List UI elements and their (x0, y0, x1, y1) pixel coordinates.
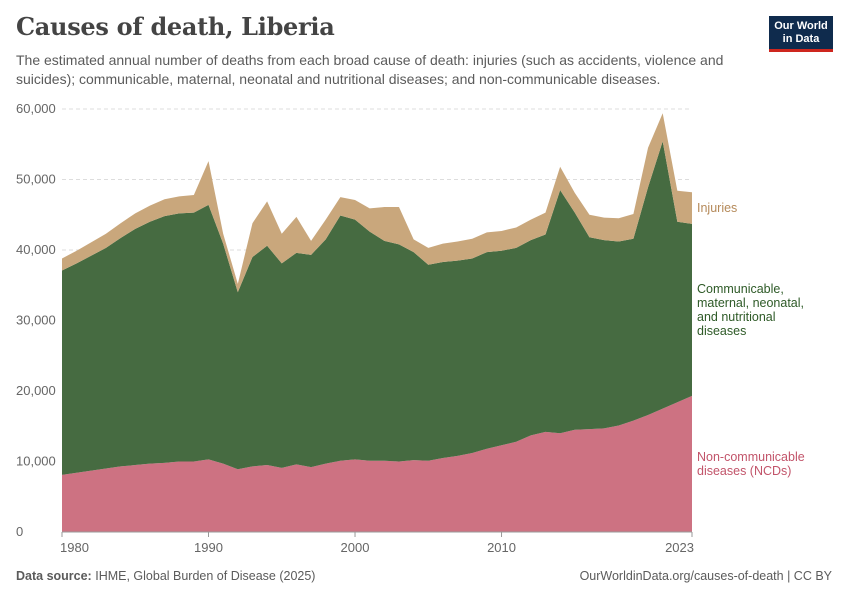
x-tick-label: 2023 (665, 540, 694, 555)
y-tick-label: 20,000 (16, 383, 56, 398)
y-tick-label: 50,000 (16, 172, 56, 187)
legend-injuries: Injuries (697, 201, 737, 215)
legend-line: diseases (NCDs) (697, 464, 791, 478)
legend-line: maternal, neonatal, (697, 296, 804, 310)
y-tick-label: 0 (16, 524, 23, 539)
legend-line: Injuries (697, 201, 737, 215)
y-tick-label: 10,000 (16, 454, 56, 469)
logo-line-1: Our World (774, 20, 828, 32)
legend-line: Non-communicable (697, 450, 805, 464)
y-tick-label: 30,000 (16, 313, 56, 328)
chart-subtitle: The estimated annual number of deaths fr… (16, 52, 724, 87)
x-tick-label: 1990 (194, 540, 223, 555)
area-series (62, 113, 692, 532)
x-tick-label: 1980 (60, 540, 89, 555)
legend: Non-communicable diseases (NCDs) Communica… (697, 201, 805, 478)
legend-communicable: Communicable, maternal, neonatal, and nutr… (697, 282, 804, 338)
chart-title: Causes of death, Liberia (16, 12, 335, 41)
owid-logo[interactable]: Our World in Data (769, 16, 833, 52)
y-tick-label: 40,000 (16, 242, 56, 257)
source-url[interactable]: OurWorldinData.org/causes-of-death | CC … (579, 569, 832, 583)
legend-line: Communicable, (697, 282, 784, 296)
data-source-text: IHME, Global Burden of Disease (2025) (95, 569, 316, 583)
y-tick-label: 60,000 (16, 101, 56, 116)
legend-ncd: Non-communicable diseases (NCDs) (697, 450, 805, 478)
legend-line: and nutritional (697, 310, 776, 324)
data-source-label: Data source: (16, 569, 92, 583)
area-ncd (62, 395, 692, 532)
area-communicable (62, 141, 692, 475)
logo-line-2: in Data (782, 33, 820, 45)
area-injuries (62, 113, 692, 293)
legend-line: diseases (697, 324, 746, 338)
x-tick-label: 2000 (341, 540, 370, 555)
x-tick-label: 2010 (487, 540, 516, 555)
axes: 0 10,000 20,000 30,000 40,000 50,000 60,000 198… (16, 101, 694, 555)
data-source: Data source: IHME, Global Burden of Dise… (16, 569, 315, 583)
